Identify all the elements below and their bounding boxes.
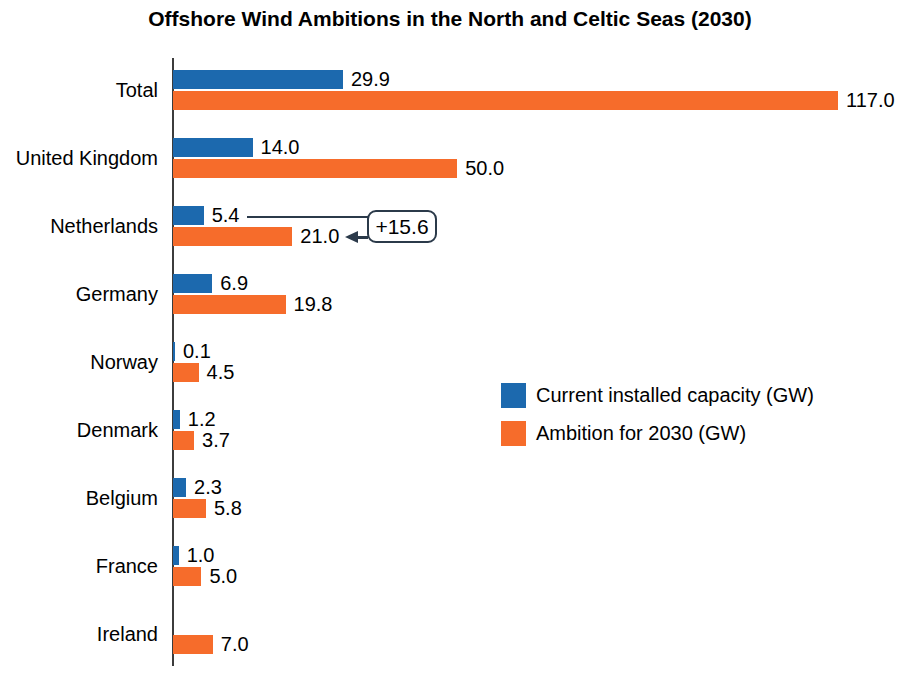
value-label-ireland-series-1: 7.0: [221, 635, 249, 654]
category-label-norway: Norway: [0, 342, 158, 382]
value-label-total-series-1: 117.0: [846, 91, 895, 110]
category-label-total: Total: [0, 70, 158, 110]
value-label-denmark-series-1: 3.7: [202, 431, 230, 450]
value-label-total-series-0: 29.9: [351, 70, 390, 89]
category-label-denmark: Denmark: [0, 410, 158, 450]
bar-denmark-series-1: [173, 431, 194, 450]
annotation-connector-line: [247, 216, 368, 218]
value-label-united-kingdom-series-0: 14.0: [261, 138, 300, 157]
legend-label-ambition-2030: Ambition for 2030 (GW): [536, 422, 746, 445]
bar-netherlands-series-1: [173, 227, 292, 246]
value-label-france-series-0: 1.0: [187, 546, 215, 565]
bar-chart-figure: Offshore Wind Ambitions in the North and…: [0, 0, 900, 675]
value-label-belgium-series-0: 2.3: [194, 478, 222, 497]
value-label-germany-series-0: 6.9: [220, 274, 248, 293]
bar-germany-series-0: [173, 274, 212, 293]
bar-total-series-1: [173, 91, 838, 110]
category-label-ireland: Ireland: [0, 614, 158, 654]
legend-swatch-current-capacity: [501, 383, 526, 408]
legend-item-ambition-2030: Ambition for 2030 (GW): [501, 421, 814, 446]
bar-ireland-series-1: [173, 635, 213, 654]
bar-france-series-1: [173, 567, 201, 586]
bar-denmark-series-0: [173, 410, 180, 429]
value-label-belgium-series-1: 5.8: [214, 499, 242, 518]
legend: Current installed capacity (GW) Ambition…: [501, 383, 814, 459]
value-label-france-series-1: 5.0: [209, 567, 237, 586]
bar-netherlands-series-0: [173, 206, 204, 225]
annotation-arrow-head-icon: [345, 231, 358, 243]
category-label-belgium: Belgium: [0, 478, 158, 518]
value-label-germany-series-1: 19.8: [294, 295, 333, 314]
category-label-germany: Germany: [0, 274, 158, 314]
category-label-netherlands: Netherlands: [0, 206, 158, 246]
legend-label-current-capacity: Current installed capacity (GW): [536, 384, 814, 407]
bar-united-kingdom-series-0: [173, 138, 253, 157]
legend-item-current-capacity: Current installed capacity (GW): [501, 383, 814, 408]
value-label-norway-series-0: 0.1: [183, 342, 211, 361]
value-label-netherlands-series-1: 21.0: [300, 227, 339, 246]
bar-germany-series-1: [173, 295, 286, 314]
value-label-norway-series-1: 4.5: [207, 363, 235, 382]
bar-france-series-0: [173, 546, 179, 565]
chart-title: Offshore Wind Ambitions in the North and…: [0, 7, 900, 31]
value-label-denmark-series-0: 1.2: [188, 410, 216, 429]
category-label-france: France: [0, 546, 158, 586]
bar-united-kingdom-series-1: [173, 159, 457, 178]
bar-belgium-series-1: [173, 499, 206, 518]
value-label-united-kingdom-series-1: 50.0: [465, 159, 504, 178]
value-label-netherlands-series-0: 5.4: [212, 206, 240, 225]
annotation-callout-box: +15.6: [367, 210, 437, 243]
category-label-united-kingdom: United Kingdom: [0, 138, 158, 178]
legend-swatch-ambition-2030: [501, 421, 526, 446]
bar-norway-series-0: [173, 342, 175, 361]
bar-belgium-series-0: [173, 478, 186, 497]
bar-total-series-0: [173, 70, 343, 89]
bar-norway-series-1: [173, 363, 199, 382]
